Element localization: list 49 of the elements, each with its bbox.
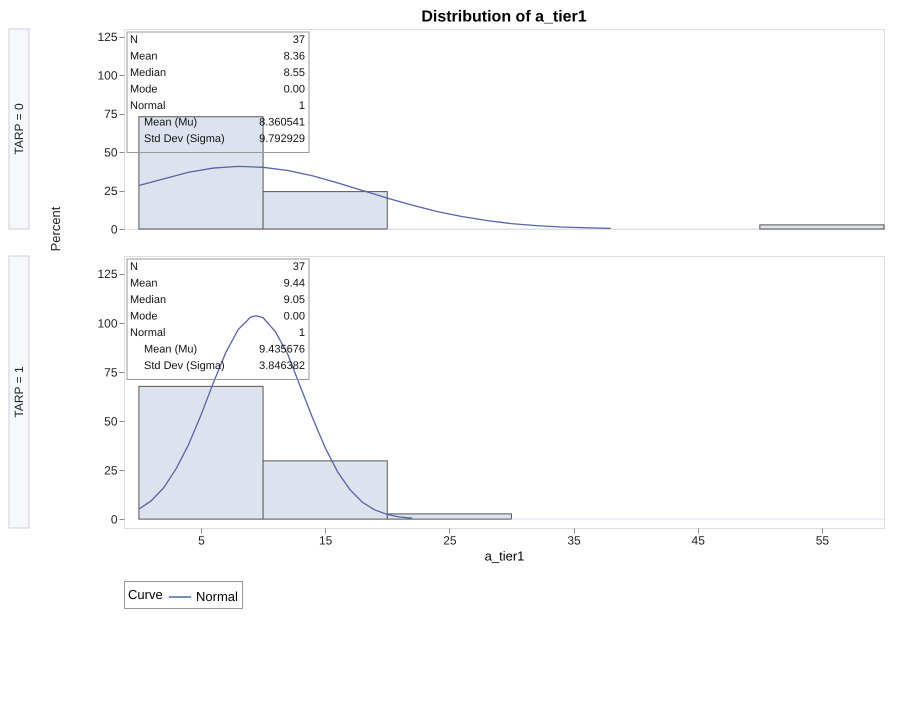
x-tick-label: 35: [567, 534, 582, 548]
y-tick-label: 25: [104, 464, 118, 478]
y-tick-label: 50: [104, 414, 118, 428]
x-axis-title: a_tier1: [484, 548, 524, 564]
x-tick-label: 5: [198, 534, 206, 548]
annotation: Mean: [130, 50, 158, 62]
line-series: [138, 166, 612, 229]
y-tick-label: 25: [104, 184, 118, 198]
x-tick-label: 55: [816, 534, 830, 548]
annotation: Median: [130, 294, 166, 306]
annotation: 8.55: [284, 67, 305, 79]
y-tick-label: 125: [97, 267, 118, 282]
y-tick-label: 125: [97, 30, 118, 44]
chart-title: Distribution of a_tier1: [421, 8, 587, 26]
legend-label: Normal: [196, 589, 238, 604]
annotation: 1: [298, 327, 305, 339]
annotation: 1: [298, 100, 305, 112]
annotation: Normal: [130, 327, 166, 339]
annotation: 0.00: [284, 310, 305, 322]
y-tick-label: 100: [97, 316, 118, 330]
x-tick-label: 25: [443, 534, 457, 548]
y-tick-label: 100: [97, 68, 118, 83]
annotation: 37: [292, 34, 305, 46]
annotation: Mean (Mu): [144, 116, 198, 128]
annotation: 0.00: [284, 84, 305, 96]
annotation: Mean (Mu): [144, 344, 198, 356]
annotation: Normal: [130, 100, 166, 112]
y-tick-label: 0: [110, 512, 118, 527]
y-tick-label: 50: [104, 146, 118, 160]
annotation: 9.44: [284, 278, 305, 290]
annotation: Mode: [130, 310, 158, 322]
legend-title: Curve: [128, 587, 163, 602]
y-axis-title: Percent: [48, 206, 63, 252]
x-tick-label: 45: [692, 534, 706, 548]
y-tick-label: 0: [110, 222, 118, 236]
annotation: Std Dev (Sigma): [144, 133, 225, 145]
annotation: 9.05: [284, 294, 305, 306]
annotation: N: [130, 261, 138, 273]
y-tick-label: 75: [104, 365, 118, 380]
y-tick-label: 75: [104, 107, 118, 122]
annotation: 37: [292, 261, 305, 273]
annotation: N: [130, 34, 138, 46]
text: TARP = 1: [12, 366, 26, 418]
annotation: 8.36: [284, 50, 305, 62]
annotation: Median: [130, 67, 166, 79]
text: TARP = 0: [12, 103, 26, 155]
annotation: Mean: [130, 278, 158, 290]
x-tick-label: 15: [318, 534, 333, 548]
annotation: Mode: [130, 84, 158, 96]
